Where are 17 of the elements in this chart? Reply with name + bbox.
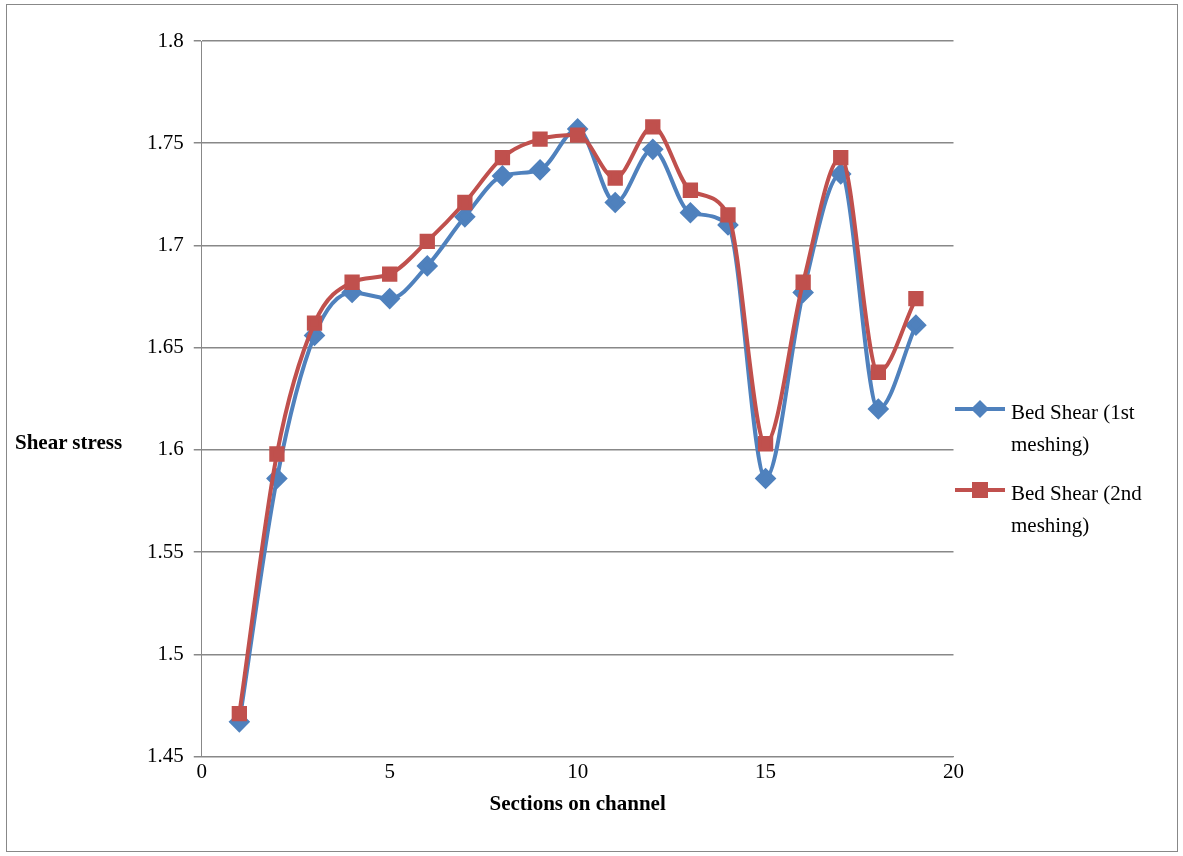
y-tick-label: 1.8 [157, 27, 184, 52]
y-axis-title: Shear stress [15, 430, 123, 455]
x-tick-label: 20 [943, 758, 964, 783]
x-tick-label: 15 [755, 758, 777, 783]
y-tick-label: 1.6 [157, 436, 184, 461]
y-tick-label: 1.55 [147, 538, 184, 563]
y-tick-label: 1.7 [157, 231, 184, 256]
y-tick-label: 1.75 [147, 129, 184, 154]
x-axis-title: Sections on channel [489, 790, 666, 815]
legend-label: Bed Shear (1st meshing) [1011, 399, 1136, 458]
y-tick-label: 1.65 [147, 334, 184, 359]
y-tick-label: 1.5 [157, 640, 184, 665]
x-tick-label: 10 [567, 758, 589, 783]
x-tick-label: 5 [384, 758, 395, 783]
legend-label: Bed Shear (2nd meshing) [1011, 480, 1143, 539]
x-tick-label: 0 [196, 758, 207, 783]
y-tick-label: 1.45 [147, 743, 184, 768]
